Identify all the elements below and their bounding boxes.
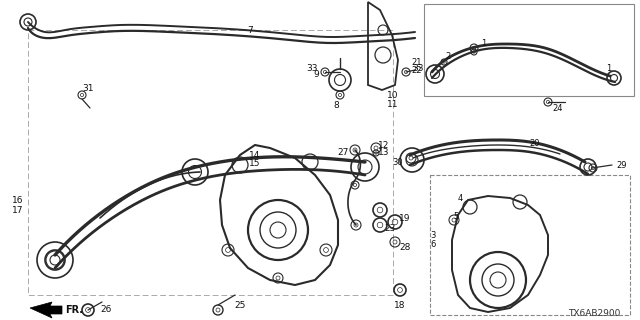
Bar [28, 30, 393, 295]
Text: 11: 11 [387, 100, 399, 108]
Text: 9: 9 [313, 69, 319, 78]
Text: 20: 20 [530, 139, 540, 148]
Polygon shape [30, 302, 62, 318]
Text: 26: 26 [100, 306, 112, 315]
Bar [424, 4, 634, 96]
Text: 4: 4 [458, 194, 463, 203]
Text: 14: 14 [250, 150, 260, 159]
Text: TX6AB2900: TX6AB2900 [568, 308, 620, 317]
Text: 33: 33 [412, 63, 424, 73]
Text: 24: 24 [553, 103, 563, 113]
Text: 29: 29 [616, 161, 627, 170]
Text: 31: 31 [83, 84, 93, 92]
Text: 21: 21 [412, 58, 422, 67]
Text: 17: 17 [12, 205, 24, 214]
Text: 18: 18 [394, 300, 406, 309]
Text: 23: 23 [384, 223, 396, 233]
Text: FR.: FR. [65, 305, 83, 315]
Text: 1: 1 [606, 63, 612, 73]
Text: 3: 3 [430, 230, 435, 239]
Text: 5: 5 [453, 212, 459, 220]
Text: 28: 28 [399, 243, 411, 252]
Text: 8: 8 [333, 100, 339, 109]
Text: 10: 10 [387, 91, 399, 100]
Text: 19: 19 [399, 213, 411, 222]
Text: 25: 25 [234, 300, 246, 309]
Text: 2: 2 [445, 52, 451, 60]
Text: 7: 7 [247, 26, 253, 35]
Text: 33: 33 [307, 63, 317, 73]
Text: 12: 12 [378, 140, 390, 149]
Text: 1: 1 [481, 38, 486, 47]
Text: 16: 16 [12, 196, 24, 204]
Text: 27: 27 [337, 148, 349, 156]
Text: 6: 6 [430, 239, 435, 249]
Bar [430, 175, 630, 315]
Text: 22: 22 [412, 66, 422, 75]
Text: 30: 30 [392, 157, 403, 166]
Text: 15: 15 [249, 158, 260, 167]
Text: 13: 13 [378, 148, 390, 156]
